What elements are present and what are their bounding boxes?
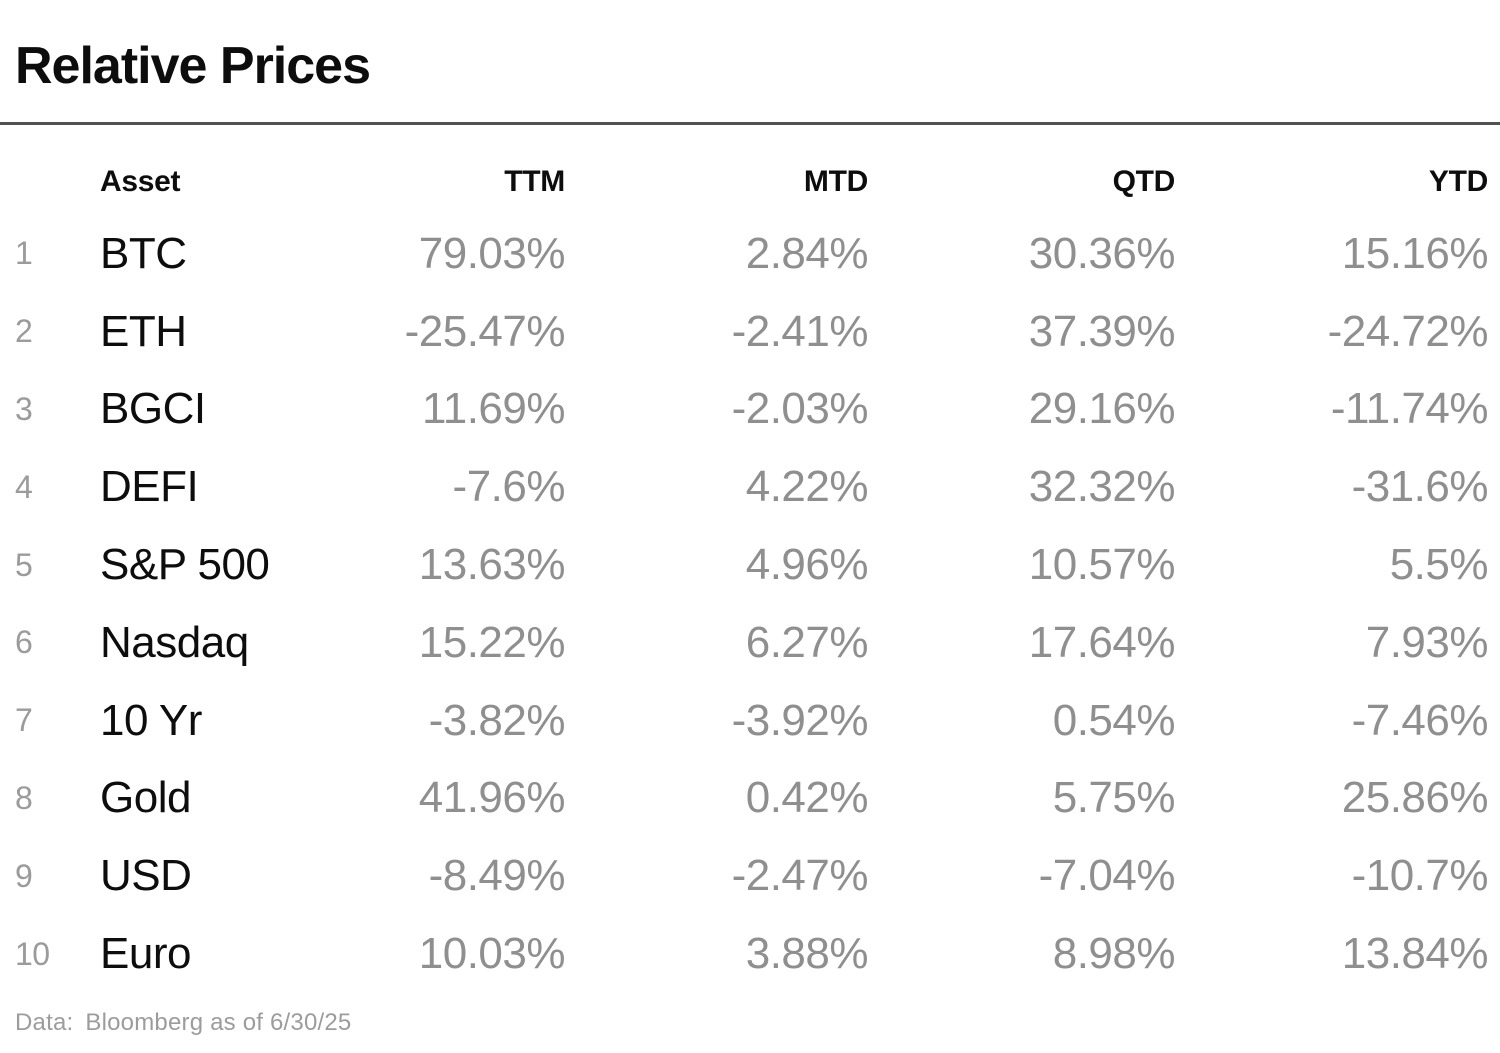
mtd-value: -2.03% <box>731 384 869 434</box>
mtd-value: 0.42% <box>745 773 869 823</box>
mtd-value: 2.84% <box>745 228 869 278</box>
table-row: 8 Gold 41.96% 0.42% 5.75% 25.86% <box>0 760 1500 838</box>
qtd-value: 8.98% <box>1052 929 1176 979</box>
column-header-ttm: TTM <box>504 165 565 198</box>
row-number: 6 <box>15 624 33 661</box>
mtd-value: -3.92% <box>731 695 869 745</box>
ttm-value: 13.63% <box>418 540 566 590</box>
ytd-value: -10.7% <box>1351 851 1489 901</box>
ttm-value: 10.03% <box>418 929 566 979</box>
table-body: 1 BTC 79.03% 2.84% 30.36% 15.16% 2 ETH -… <box>0 215 1500 993</box>
row-number: 1 <box>15 235 33 272</box>
page-title: Relative Prices <box>15 37 371 95</box>
relative-prices-table: Asset TTM MTD QTD YTD 1 BTC 79.03% 2.84%… <box>0 125 1500 993</box>
asset-name: Gold <box>100 773 191 823</box>
table-row: 6 Nasdaq 15.22% 6.27% 17.64% 7.93% <box>0 604 1500 682</box>
table-row: 2 ETH -25.47% -2.41% 37.39% -24.72% <box>0 293 1500 371</box>
table-row: 7 10 Yr -3.82% -3.92% 0.54% -7.46% <box>0 682 1500 760</box>
mtd-value: 3.88% <box>745 929 869 979</box>
column-header-index <box>0 125 100 215</box>
qtd-value: 29.16% <box>1028 384 1176 434</box>
row-number: 9 <box>15 857 33 894</box>
row-number: 10 <box>15 935 50 972</box>
asset-name: BGCI <box>100 384 206 434</box>
row-number: 4 <box>15 468 33 505</box>
column-header-ytd: YTD <box>1428 165 1488 198</box>
asset-name: Euro <box>100 929 191 979</box>
row-number: 2 <box>15 313 33 350</box>
source-note-value: Bloomberg as of 6/30/25 <box>85 1008 352 1036</box>
asset-name: DEFI <box>100 462 199 512</box>
mtd-value: -2.47% <box>731 851 869 901</box>
table-row: 9 USD -8.49% -2.47% -7.04% -10.7% <box>0 837 1500 915</box>
ttm-value: 41.96% <box>418 773 566 823</box>
mtd-value: -2.41% <box>731 306 869 356</box>
ytd-value: 25.86% <box>1341 773 1489 823</box>
table-row: 3 BGCI 11.69% -2.03% 29.16% -11.74% <box>0 371 1500 449</box>
ttm-value: -8.49% <box>428 851 566 901</box>
ytd-value: 7.93% <box>1365 617 1489 667</box>
ttm-value: -3.82% <box>428 695 566 745</box>
ytd-value: -7.46% <box>1351 695 1489 745</box>
ttm-value: 79.03% <box>418 228 566 278</box>
ttm-value: -7.6% <box>452 462 566 512</box>
qtd-value: 37.39% <box>1028 306 1176 356</box>
qtd-value: 32.32% <box>1028 462 1176 512</box>
row-number: 8 <box>15 779 33 816</box>
ytd-value: 15.16% <box>1341 228 1489 278</box>
qtd-value: 0.54% <box>1052 695 1176 745</box>
qtd-value: -7.04% <box>1038 851 1176 901</box>
ytd-value: 13.84% <box>1341 929 1489 979</box>
source-note: Data: Bloomberg as of 6/30/25 <box>15 1009 1500 1037</box>
mtd-value: 4.22% <box>745 462 869 512</box>
column-header-mtd: MTD <box>803 165 868 198</box>
table-row: 10 Euro 10.03% 3.88% 8.98% 13.84% <box>0 915 1500 993</box>
qtd-value: 30.36% <box>1028 228 1176 278</box>
table-header: Asset TTM MTD QTD YTD <box>0 125 1500 215</box>
qtd-value: 10.57% <box>1028 540 1176 590</box>
qtd-value: 5.75% <box>1052 773 1176 823</box>
row-number: 5 <box>15 546 33 583</box>
ttm-value: -25.47% <box>404 306 566 356</box>
qtd-value: 17.64% <box>1028 617 1176 667</box>
asset-name: Nasdaq <box>100 617 249 667</box>
source-note-label: Data: <box>15 1008 74 1036</box>
ttm-value: 11.69% <box>422 384 565 434</box>
ytd-value: -31.6% <box>1351 462 1489 512</box>
table-row: 1 BTC 79.03% 2.84% 30.36% 15.16% <box>0 215 1500 293</box>
table-row: 5 S&P 500 13.63% 4.96% 10.57% 5.5% <box>0 526 1500 604</box>
mtd-value: 6.27% <box>745 617 869 667</box>
ytd-value: -11.74% <box>1330 384 1489 434</box>
asset-name: 10 Yr <box>100 695 202 745</box>
column-header-asset: Asset <box>100 165 181 198</box>
table-row: 4 DEFI -7.6% 4.22% 32.32% -31.6% <box>0 448 1500 526</box>
asset-name: ETH <box>100 306 187 356</box>
column-header-qtd: QTD <box>1112 165 1176 198</box>
ytd-value: 5.5% <box>1389 540 1489 590</box>
mtd-value: 4.96% <box>745 540 869 590</box>
row-number: 7 <box>15 702 33 739</box>
table-header-row: Asset TTM MTD QTD YTD <box>0 125 1500 215</box>
asset-name: USD <box>100 851 192 901</box>
asset-name: BTC <box>100 228 187 278</box>
asset-name: S&P 500 <box>100 540 270 590</box>
ttm-value: 15.22% <box>418 617 566 667</box>
ytd-value: -24.72% <box>1327 306 1489 356</box>
title-divider <box>0 122 1500 125</box>
row-number: 3 <box>15 390 33 427</box>
